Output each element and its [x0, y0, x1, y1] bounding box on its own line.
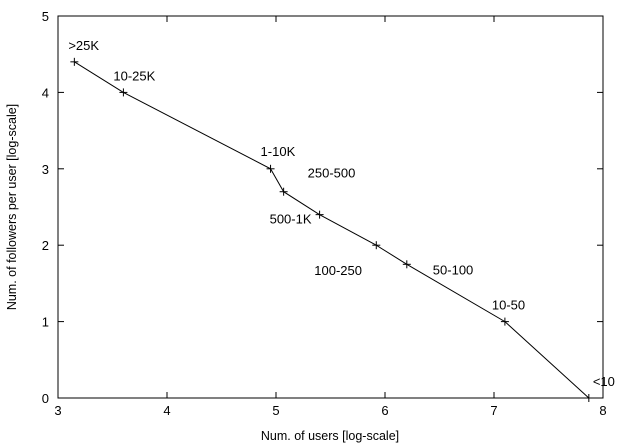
x-tick-label: 5: [272, 403, 279, 418]
data-label: 100-250: [314, 263, 362, 278]
data-label: 50-100: [433, 262, 473, 277]
data-point: [402, 260, 411, 269]
x-axis: 3 4 5 6 7 8: [54, 16, 607, 418]
data-point: [279, 187, 288, 196]
x-tick-label: 3: [54, 403, 61, 418]
data-label: 1-10K: [261, 144, 296, 159]
data-label: 10-25K: [113, 68, 155, 83]
data-point: [266, 164, 275, 173]
plot-frame: [57, 15, 604, 399]
data-label: 10-50: [492, 298, 525, 313]
y-tick-label: 1: [42, 315, 49, 330]
series-line: [74, 61, 590, 399]
x-tick-label: 8: [599, 403, 606, 418]
x-tick-label: 6: [381, 403, 388, 418]
point-labels: >25K 10-25K 1-10K 250-500 500-1K 100-250 50-10…: [68, 38, 615, 389]
data-point: [119, 88, 128, 97]
y-tick-label: 5: [42, 9, 49, 24]
data-point: [500, 317, 509, 326]
x-tick-label: 7: [490, 403, 497, 418]
data-point: [372, 241, 381, 250]
y-axis-title: Num. of followers per user [log-scale]: [5, 104, 19, 310]
x-tick-label: 4: [163, 403, 170, 418]
data-label: >25K: [68, 38, 99, 53]
data-label: 500-1K: [270, 212, 312, 227]
y-tick-label: 4: [42, 85, 49, 100]
data-label: 250-500: [308, 166, 356, 181]
y-tick-label: 3: [42, 162, 49, 177]
y-tick-label: 2: [42, 238, 49, 253]
y-tick-label: 0: [42, 391, 49, 406]
data-point: [584, 394, 593, 402]
series-group: [70, 57, 593, 402]
data-point: [315, 210, 324, 219]
data-label: <10: [593, 374, 615, 389]
x-axis-title: Num. of users [log-scale]: [261, 429, 399, 443]
data-point: [70, 57, 79, 66]
y-axis: 0 1 2 3 4 5: [42, 9, 603, 406]
